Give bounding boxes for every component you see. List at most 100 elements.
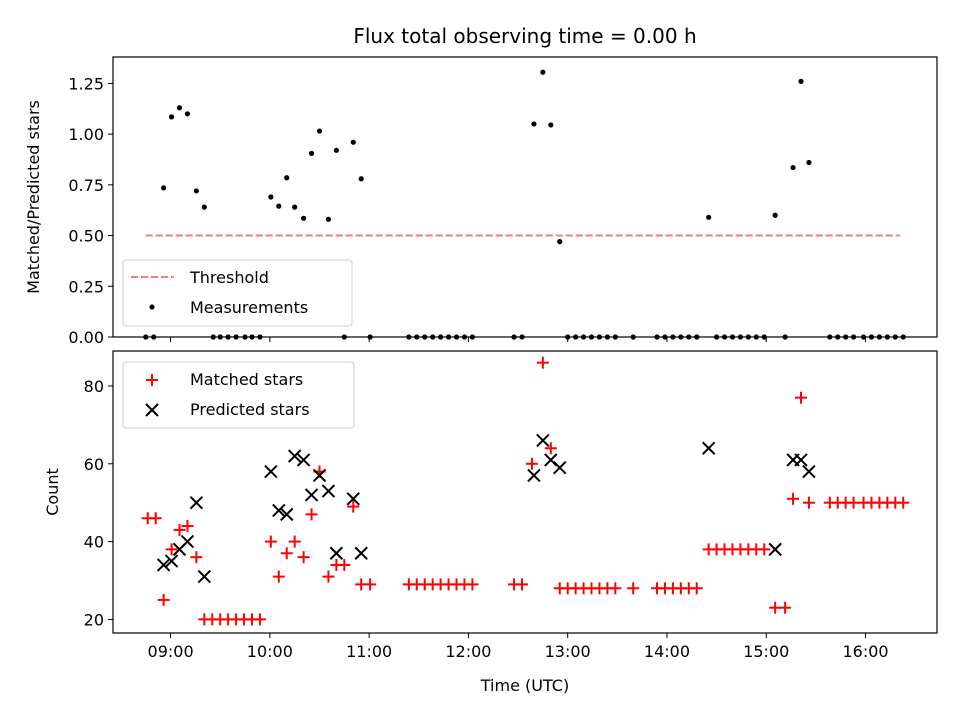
measurement-point <box>798 78 804 84</box>
measurement-point <box>557 239 563 245</box>
measurement-point <box>184 111 191 117</box>
matched-star-point <box>297 551 310 564</box>
matched-star-point <box>181 520 194 533</box>
predicted-star-point <box>312 468 327 483</box>
measurement-point <box>540 69 546 75</box>
ratio-panel: Flux total observing time = 0.00 h 0.00 0… <box>24 24 938 347</box>
y-tick-label: 0.00 <box>68 328 104 347</box>
count-y-axis-label: Count <box>43 468 62 516</box>
measurement-point <box>301 215 307 221</box>
measurement-point <box>325 216 332 222</box>
x-tick-label: 13:00 <box>545 642 591 661</box>
matched-star-point <box>264 535 277 548</box>
predicted-star-point <box>287 449 302 463</box>
matched-star-point <box>794 391 807 404</box>
matched-star-point <box>779 601 792 614</box>
legend-threshold-label: Threshold <box>189 268 269 287</box>
ratio-x-ticks <box>170 337 867 342</box>
matched-star-point <box>544 442 557 455</box>
y-tick-label: 0.50 <box>68 227 104 246</box>
matched-star-point <box>157 593 170 606</box>
predicted-star-point <box>189 495 204 510</box>
predicted-star-point <box>180 534 195 549</box>
y-tick-label: 1.00 <box>68 125 104 144</box>
y-tick-label: 60 <box>84 455 104 474</box>
predicted-star-point <box>197 569 212 584</box>
measurement-point <box>201 204 207 210</box>
predicted-star-point <box>264 464 278 479</box>
matched-star-point <box>758 543 771 556</box>
y-tick-label: 40 <box>84 533 104 552</box>
y-tick-label: 0.75 <box>68 176 104 195</box>
legend-matched-marker <box>146 374 158 386</box>
measurement-point <box>276 203 282 209</box>
matched-star-point <box>253 613 266 626</box>
matched-star-point <box>272 570 285 583</box>
predicted-star-point <box>701 441 716 455</box>
measurement-point <box>268 194 274 200</box>
predicted-star-point <box>553 460 567 475</box>
matched-star-point <box>322 570 335 583</box>
matched-star-point <box>466 578 479 591</box>
chart-title: Flux total observing time = 0.00 h <box>353 24 696 48</box>
count-legend-box <box>122 361 355 429</box>
legend-predicted-marker <box>145 403 159 417</box>
measurement-point <box>284 175 290 181</box>
legend-matched-label: Matched stars <box>190 370 303 389</box>
count-axes-frame <box>112 350 938 634</box>
matched-star-point <box>897 496 910 509</box>
matched-star-point <box>338 558 351 571</box>
x-tick-label: 09:00 <box>148 642 194 661</box>
measurement-point <box>350 139 356 145</box>
predicted-star-point <box>802 464 816 479</box>
count-marks <box>141 356 910 626</box>
predicted-star-point <box>329 546 344 560</box>
x-tick-label: 10:00 <box>247 642 293 661</box>
count-legend: Matched stars Predicted stars <box>122 361 355 429</box>
measurement-point <box>193 188 199 194</box>
matched-star-point <box>690 582 703 595</box>
measurement-point <box>358 176 364 182</box>
measurement-point <box>161 185 167 191</box>
measurement-point <box>176 105 183 111</box>
measurement-point <box>168 114 175 120</box>
matched-star-point <box>165 543 178 556</box>
ratio-legend-box <box>122 259 353 327</box>
ratio-y-axis-label: Matched/Predicted stars <box>24 100 43 294</box>
x-tick-label: 15:00 <box>743 642 789 661</box>
x-tick-label: 11:00 <box>346 642 392 661</box>
predicted-star-point <box>280 507 294 522</box>
matched-star-point <box>364 578 377 591</box>
matched-star-point <box>627 582 640 595</box>
measurement-point <box>772 212 778 218</box>
legend-predicted-label: Predicted stars <box>190 400 310 419</box>
y-tick-label: 80 <box>84 377 104 396</box>
matched-star-point <box>802 496 815 509</box>
ratio-y-ticks: 0.00 0.25 0.50 0.75 1.00 1.25 <box>68 74 113 347</box>
matched-star-point <box>280 547 293 560</box>
matched-star-point <box>190 551 203 564</box>
predicted-star-point <box>304 488 319 502</box>
predicted-star-point <box>527 468 541 483</box>
measurement-point <box>333 147 339 153</box>
predicted-star-point <box>794 453 808 467</box>
predicted-star-point <box>346 492 360 506</box>
x-tick-label: 12:00 <box>445 642 491 661</box>
matched-star-point <box>536 356 549 369</box>
predicted-star-point <box>536 433 550 448</box>
matched-star-point <box>516 578 529 591</box>
legend-measurements-label: Measurements <box>190 298 308 317</box>
predicted-star-point <box>272 503 286 518</box>
matched-star-point <box>305 508 318 521</box>
predicted-star-point <box>321 484 336 498</box>
ratio-legend: Threshold Measurements <box>122 259 353 327</box>
y-tick-label: 0.25 <box>68 277 104 296</box>
matched-star-point <box>347 500 360 513</box>
measurement-point <box>706 214 712 220</box>
measurement-point <box>316 128 323 134</box>
predicted-star-point <box>156 558 171 572</box>
predicted-star-point <box>164 554 179 568</box>
ratio-axes-frame <box>112 56 938 338</box>
predicted-star-point <box>354 546 368 560</box>
